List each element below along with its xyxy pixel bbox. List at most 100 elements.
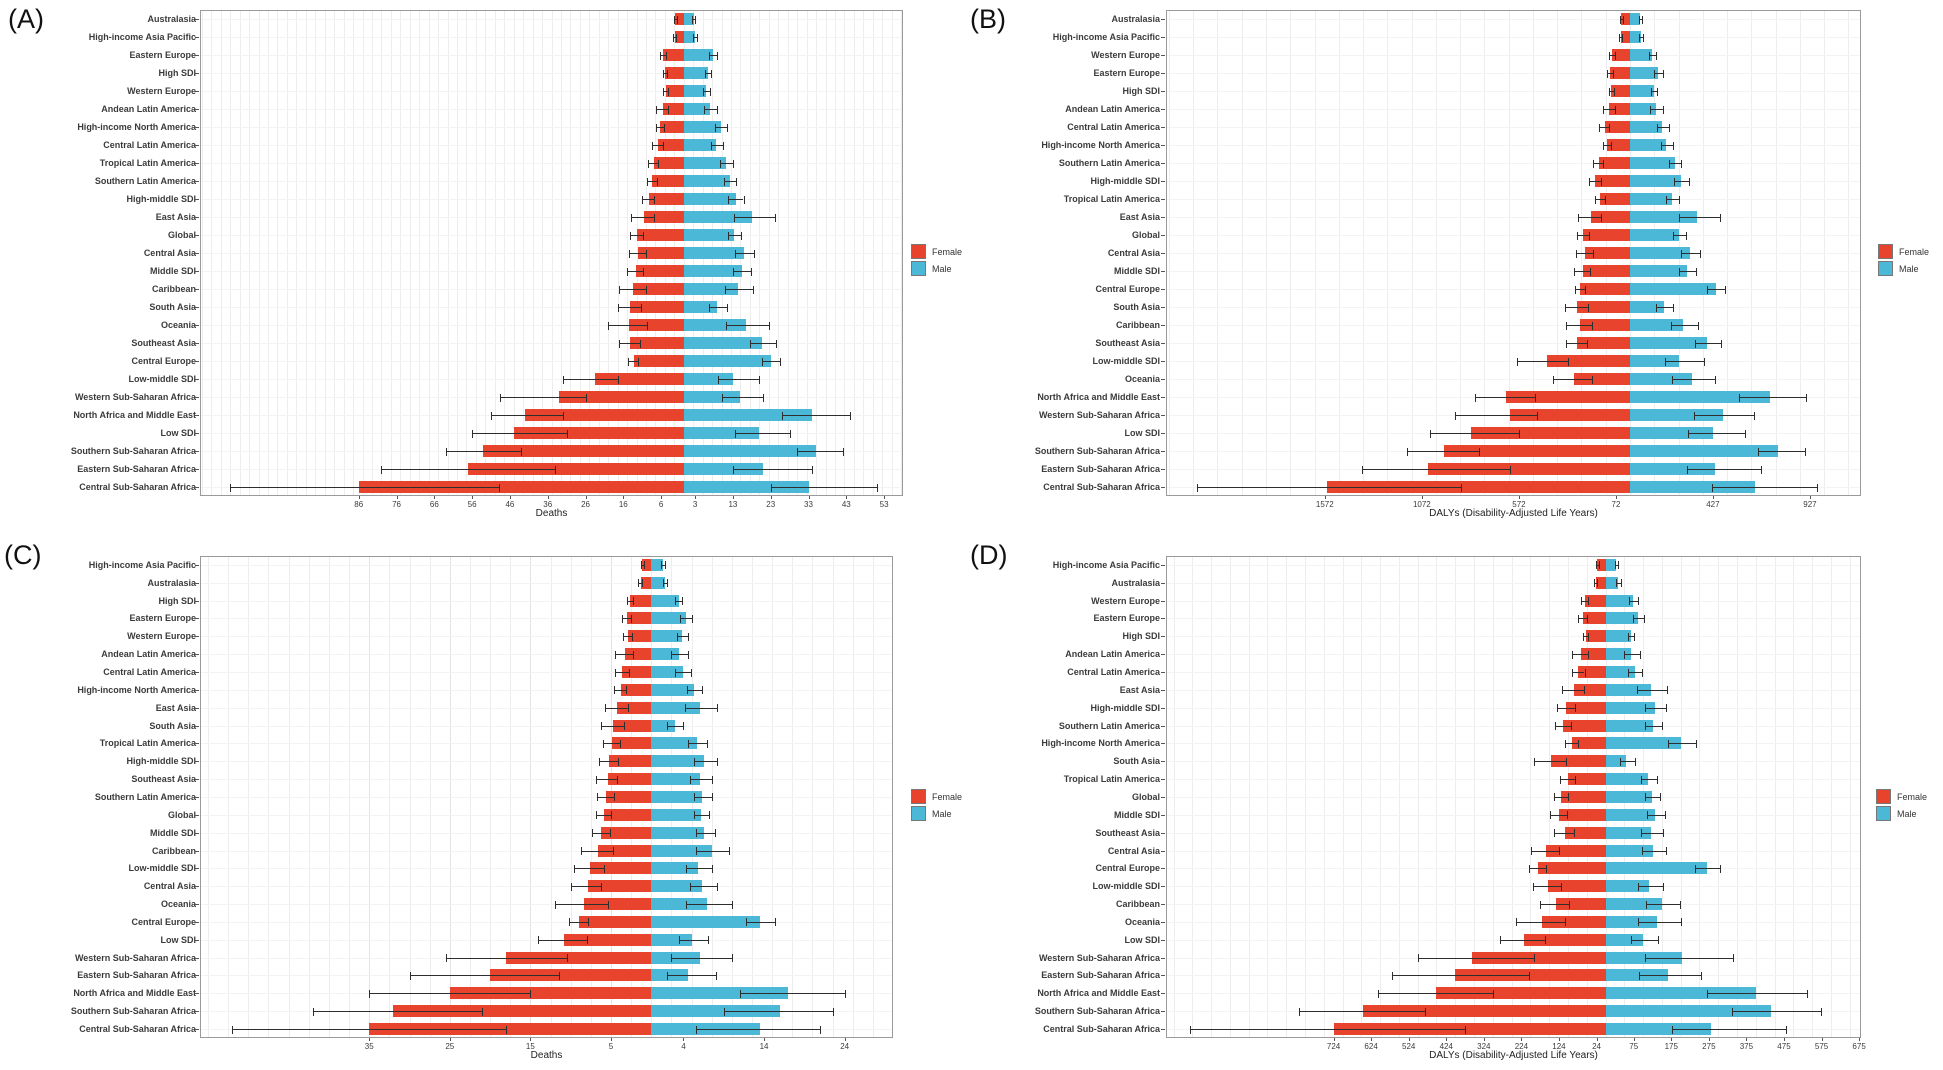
errorbar-cap — [1673, 231, 1675, 240]
errorbar-cap — [1667, 739, 1669, 748]
bar-female — [606, 790, 652, 803]
errorbar-cap — [646, 177, 648, 186]
bar-female — [622, 666, 652, 679]
bar-male — [1605, 826, 1652, 839]
row-gridline — [1167, 689, 1860, 691]
errorbar-cap — [696, 33, 698, 42]
y-tick-mark — [1161, 886, 1165, 888]
gridline — [277, 11, 279, 495]
bar-male — [683, 427, 760, 439]
category-label: Australasia — [1111, 577, 1160, 588]
errorbar-cap — [770, 483, 772, 492]
x-tick-mark — [846, 496, 848, 499]
bar-female — [1573, 683, 1606, 696]
bar-female — [1509, 409, 1630, 421]
category-label: Oceania — [1124, 374, 1160, 384]
bar-female — [627, 612, 652, 625]
errorbar-cap — [1474, 393, 1476, 402]
gridline — [1812, 557, 1814, 1037]
errorbar-female — [623, 636, 632, 638]
bar-female — [652, 175, 684, 187]
errorbar-female — [1583, 636, 1589, 638]
errorbar-cap — [1665, 195, 1667, 204]
y-tick-mark — [1161, 993, 1165, 995]
gridline — [1824, 11, 1826, 495]
errorbar-cap — [1720, 339, 1722, 348]
errorbar-male — [1641, 832, 1663, 834]
errorbar-male — [723, 181, 736, 182]
male-swatch — [911, 806, 926, 821]
bar-male — [1605, 683, 1651, 696]
row-gridline — [1167, 451, 1860, 452]
gridline — [286, 11, 288, 495]
gridline — [324, 11, 326, 495]
bar-female — [653, 157, 684, 169]
errorbar-cap — [1720, 864, 1722, 873]
errorbar-cap — [1640, 650, 1642, 659]
errorbar-cap — [728, 231, 729, 240]
errorbar-cap — [727, 123, 729, 132]
errorbar-cap — [708, 51, 710, 60]
row-gridline — [201, 921, 892, 923]
gridline — [305, 11, 307, 495]
x-tick-mark — [1521, 1037, 1523, 1041]
bar-female — [1573, 373, 1630, 385]
errorbar-female — [1561, 689, 1584, 691]
category-label: Southeast Asia — [1095, 338, 1160, 348]
errorbar-cap — [631, 632, 633, 641]
category-label: High SDI — [1122, 631, 1161, 642]
errorbar-cap — [607, 900, 609, 909]
bar-female — [636, 229, 684, 241]
errorbar-cap — [752, 285, 754, 294]
errorbar-cap — [754, 249, 756, 258]
errorbar-cap — [676, 33, 678, 42]
bar-female — [1612, 49, 1630, 61]
bar-male — [1605, 898, 1662, 911]
errorbar-cap — [1584, 668, 1586, 677]
errorbar-female — [1417, 957, 1535, 959]
errorbar-cap — [1637, 597, 1639, 606]
errorbar-male — [696, 850, 730, 852]
errorbar-male — [735, 253, 755, 254]
errorbar-cap — [1578, 614, 1580, 623]
errorbar-cap — [1465, 1025, 1467, 1034]
row-gridline — [1167, 654, 1860, 656]
errorbar-male — [708, 55, 717, 56]
category-label: Southern Sub-Saharan Africa — [70, 446, 196, 456]
errorbar-cap — [1720, 213, 1722, 222]
errorbar-male — [734, 433, 790, 434]
errorbar-male — [1631, 939, 1659, 941]
category-label: Andean Latin America — [1065, 649, 1160, 660]
errorbar-cap — [1392, 971, 1394, 980]
errorbar-cap — [1660, 141, 1662, 150]
category-label: Andean Latin America — [101, 104, 196, 114]
row-gridline — [1167, 957, 1860, 959]
errorbar-cap — [1299, 1007, 1301, 1016]
errorbar-cap — [645, 249, 647, 258]
errorbar-cap — [746, 918, 748, 927]
errorbar-cap — [617, 775, 619, 784]
bar-female — [1566, 701, 1606, 714]
y-tick-mark — [1161, 253, 1165, 254]
errorbar-cap — [1758, 447, 1760, 456]
errorbar-cap — [1666, 847, 1668, 856]
errorbar-cap — [627, 597, 629, 606]
errorbar-cap — [1655, 51, 1657, 60]
errorbar-male — [689, 779, 713, 781]
panel-letter-A: (A) — [8, 4, 44, 34]
legend-label-male: Male — [932, 263, 952, 274]
errorbar-cap — [232, 1025, 234, 1034]
y-tick-mark — [195, 19, 199, 20]
bar-male — [1629, 31, 1642, 43]
errorbar-cap — [569, 918, 571, 927]
y-tick-mark — [1161, 743, 1165, 745]
bar-female — [598, 844, 652, 857]
gridline — [1830, 557, 1832, 1037]
errorbar-cap — [686, 686, 688, 695]
gridline — [1217, 11, 1219, 495]
errorbar-cap — [1425, 1007, 1427, 1016]
errorbar-male — [692, 19, 696, 20]
bar-female — [1542, 915, 1606, 928]
errorbar-female — [1531, 850, 1559, 852]
errorbar-cap — [1680, 249, 1682, 258]
